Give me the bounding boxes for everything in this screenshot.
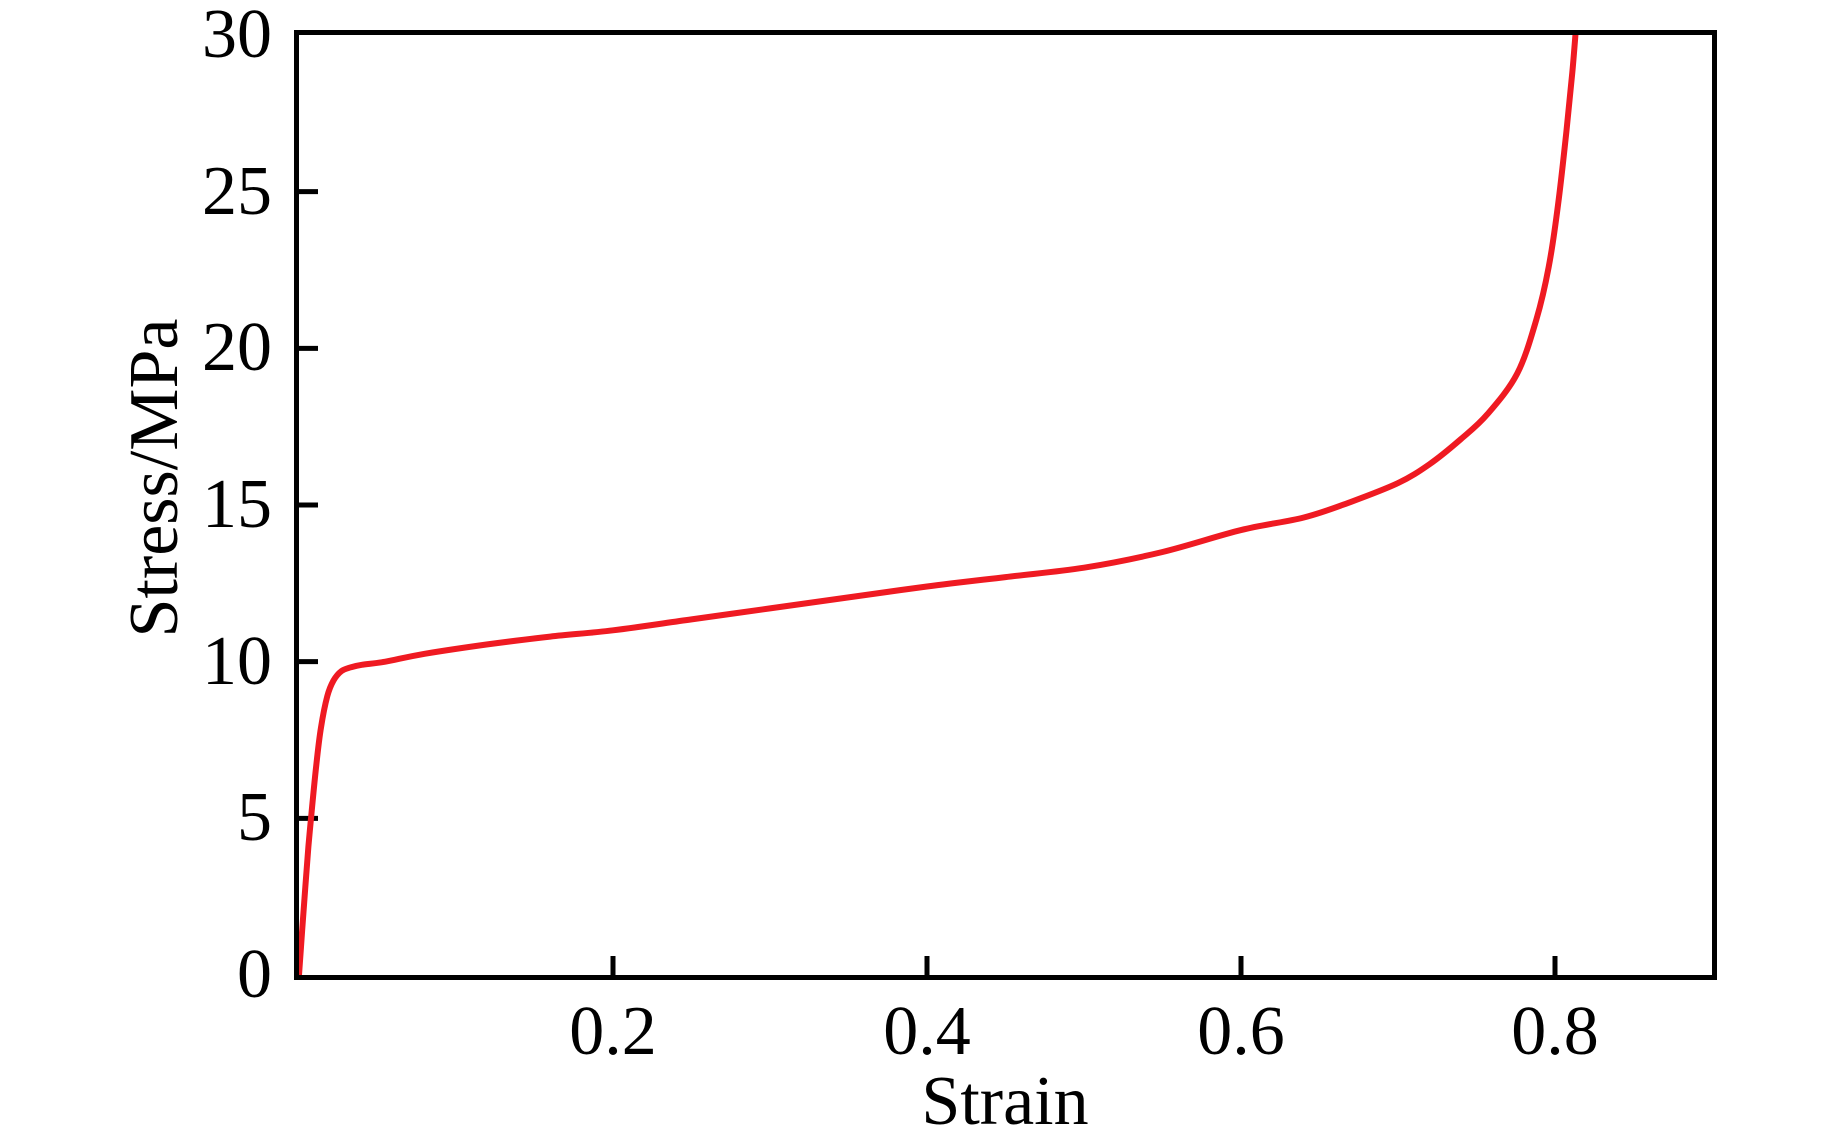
y-tick-label: 0 xyxy=(237,936,272,1013)
y-tick-label: 20 xyxy=(202,309,272,387)
y-tick-label: 30 xyxy=(202,0,272,73)
y-tick-label: 25 xyxy=(202,152,272,230)
y-tick-label: 10 xyxy=(202,622,272,700)
x-tick-label: 0.8 xyxy=(1511,993,1599,1070)
x-tick-label: 0.6 xyxy=(1197,993,1285,1070)
x-tick-label: 0.2 xyxy=(569,993,657,1070)
x-tick-label: 0.4 xyxy=(883,993,971,1070)
y-tick-label: 15 xyxy=(202,466,272,543)
x-axis-title: Strain xyxy=(921,1063,1089,1140)
curve-path xyxy=(299,35,1579,975)
stress-strain-curve xyxy=(299,35,1579,975)
y-tick-label: 5 xyxy=(237,779,272,857)
plot-area xyxy=(294,30,1717,980)
y-axis-title: Stress/MPa xyxy=(116,318,193,638)
